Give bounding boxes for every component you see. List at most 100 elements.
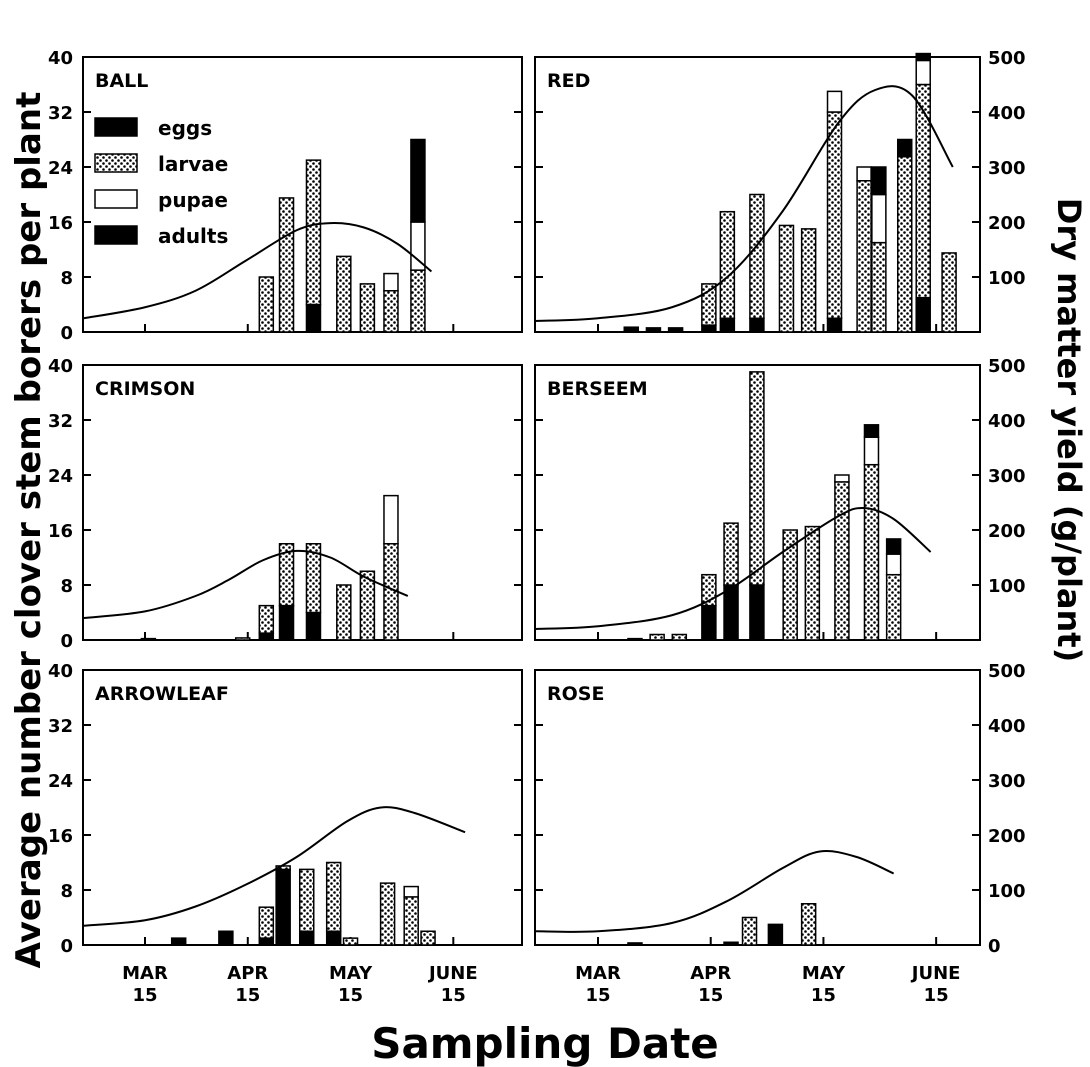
bar-segment-eggs xyxy=(306,305,320,333)
legend-label-eggs: eggs xyxy=(158,116,212,140)
bar xyxy=(802,229,816,332)
y-tick-label: 32 xyxy=(48,411,73,432)
bar-segment-pupae xyxy=(384,274,398,291)
bar-segment-pupae xyxy=(872,195,886,243)
y-tick-label: 24 xyxy=(48,771,73,792)
y-tick-label: 24 xyxy=(48,466,73,487)
bar xyxy=(219,931,233,945)
bar xyxy=(743,918,757,946)
bar xyxy=(300,869,314,945)
bar-segment-pupae xyxy=(857,167,871,181)
bar-segment-pupae xyxy=(384,496,398,544)
x-tick-day: 15 xyxy=(441,985,466,1006)
panel-arrowleaf: ARROWLEAF0816243240MAR15APR15MAY15JUNE15 xyxy=(48,661,522,1006)
yield-curve xyxy=(84,551,408,618)
panel-title: ROSE xyxy=(547,683,604,705)
bar-segment-larvae xyxy=(779,225,793,332)
bar-segment-larvae xyxy=(864,465,878,640)
bar-segment-eggs xyxy=(259,938,273,945)
bar xyxy=(672,635,686,641)
y2-tick-label: 100 xyxy=(988,576,1026,597)
y-tick-label: 16 xyxy=(48,521,73,542)
bar-segment-larvae xyxy=(650,635,664,641)
x-tick-month: MAY xyxy=(802,963,846,984)
bar-segment-eggs xyxy=(327,931,341,945)
bar xyxy=(172,938,186,945)
bar-segment-adults xyxy=(916,54,930,61)
x-tick-day: 15 xyxy=(585,985,610,1006)
bar-segment-adults xyxy=(669,328,683,332)
x-tick-day: 15 xyxy=(698,985,723,1006)
bar xyxy=(669,328,683,332)
legend-swatch-eggs xyxy=(95,118,137,136)
y2-tick-label: 300 xyxy=(988,466,1026,487)
bar-segment-larvae xyxy=(381,883,395,945)
x-tick-month: APR xyxy=(227,963,268,984)
x-tick-month: MAY xyxy=(329,963,373,984)
bar-segment-adults xyxy=(872,167,886,195)
bar-segment-larvae xyxy=(750,372,764,585)
bar xyxy=(280,198,294,332)
bar-segment-larvae xyxy=(750,195,764,319)
bar xyxy=(650,635,664,641)
y2-tick-label: 200 xyxy=(988,213,1026,234)
bar xyxy=(864,425,878,640)
bar xyxy=(702,575,716,640)
bar-segment-larvae xyxy=(743,918,757,946)
bar-segment-eggs xyxy=(306,613,320,641)
panel-rose: ROSE0100200300400500MAR15APR15MAY15JUNE1… xyxy=(535,661,1026,1006)
bar-segment-larvae xyxy=(344,938,358,945)
x-tick-day: 15 xyxy=(338,985,363,1006)
bar-segment-larvae xyxy=(337,585,351,640)
y2-tick-label: 100 xyxy=(988,881,1026,902)
bar xyxy=(724,942,738,945)
bar-segment-larvae xyxy=(259,606,273,634)
bar-segment-pupae xyxy=(835,475,849,482)
y2-tick-label: 0 xyxy=(988,936,1001,957)
bar xyxy=(628,943,642,945)
bar xyxy=(421,931,435,945)
bar xyxy=(306,160,320,332)
bar-segment-larvae xyxy=(259,277,273,332)
bar-segment-larvae xyxy=(802,904,816,945)
bar xyxy=(384,274,398,332)
bar-segment-eggs xyxy=(724,585,738,640)
bar xyxy=(724,523,738,640)
bar-segment-larvae xyxy=(404,897,418,945)
bar xyxy=(327,863,341,946)
x-tick-day: 15 xyxy=(235,985,260,1006)
bar-segment-eggs xyxy=(300,931,314,945)
bar xyxy=(141,639,155,640)
bar xyxy=(872,167,886,332)
panel-title: ARROWLEAF xyxy=(95,683,229,705)
bar-segment-eggs xyxy=(750,318,764,332)
x-tick-day: 15 xyxy=(132,985,157,1006)
legend-label-larvae: larvae xyxy=(158,152,228,176)
y-tick-label: 16 xyxy=(48,826,73,847)
bar xyxy=(898,140,912,333)
panel-title: CRIMSON xyxy=(95,378,195,400)
bar xyxy=(857,167,871,332)
y2-tick-label: 500 xyxy=(988,356,1026,377)
legend-label-pupae: pupae xyxy=(158,188,228,212)
x-tick-month: MAR xyxy=(575,963,621,984)
bar-segment-larvae xyxy=(236,638,250,640)
bar-segment-larvae xyxy=(720,212,734,319)
bar xyxy=(280,544,294,640)
bar xyxy=(768,924,782,945)
bar xyxy=(259,277,273,332)
y-tick-label: 0 xyxy=(60,323,73,344)
bar xyxy=(259,606,273,640)
bar xyxy=(750,195,764,333)
bar-segment-larvae xyxy=(280,198,294,332)
bar xyxy=(411,140,425,333)
panel-frame xyxy=(83,57,522,332)
bar-segment-eggs xyxy=(916,298,930,332)
bar xyxy=(916,54,930,332)
y2-tick-label: 100 xyxy=(988,268,1026,289)
bar-segment-larvae xyxy=(805,527,819,640)
y2-tick-label: 300 xyxy=(988,771,1026,792)
y-tick-label: 8 xyxy=(60,576,73,597)
bar-segment-larvae xyxy=(828,112,842,318)
y-tick-label: 8 xyxy=(60,881,73,902)
